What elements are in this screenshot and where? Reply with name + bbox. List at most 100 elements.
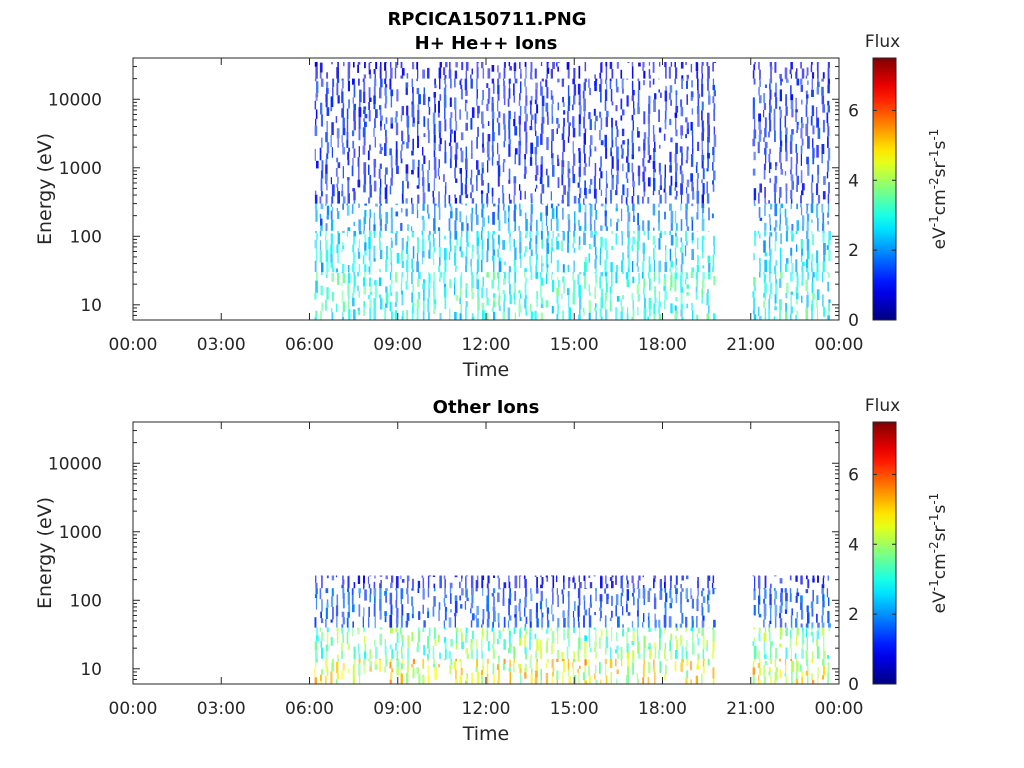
flux-cell-s0-10-b0 [369,308,371,320]
flux-cell-s0-50-b1 [584,635,587,641]
flux-cell-s0-37-b4 [514,71,516,79]
flux-cell-s0-57-b1 [622,629,625,637]
flux-cell-s0-13-b3 [384,103,387,109]
flux-cell-s0-14-b0 [390,272,392,281]
flux-cell-s0-40-b1 [529,238,532,242]
flux-cell-s0-69-b3 [686,94,688,105]
x-tick-label: 12:00 [462,699,511,719]
flux-cell-s0-33-b0 [491,307,494,312]
flux-cell-s1-0-b2 [753,203,756,207]
flux-cell-s0-27-b2 [459,595,461,601]
flux-cell-s0-10-b2 [369,218,371,231]
flux-cell-s0-56-b3 [615,137,617,147]
flux-cell-s0-23-b3 [438,132,441,138]
flux-cell-s0-27-b3 [459,109,461,120]
flux-cell-s0-53-b3 [600,576,603,589]
flux-cell-s0-10-b0 [367,294,371,299]
flux-cell-s0-50-b3 [584,78,587,83]
flux-cell-s0-10-b3 [368,102,370,110]
colorbar-units: eV-1cm-2sr-1s-1 [927,129,950,250]
flux-cell-s0-32-b0 [486,673,489,684]
flux-cell-s0-74-b1 [712,641,715,650]
flux-cell-s0-47-b3 [567,85,570,96]
flux-cell-s0-61-b1 [643,648,645,659]
flux-cell-s0-61-b1 [643,635,646,649]
flux-cell-s0-28-b0 [465,301,468,307]
flux-cell-s0-27-b3 [460,85,463,89]
flux-cell-s0-17-b3 [407,134,410,143]
flux-cell-s0-10-b4 [369,62,372,63]
flux-cell-s0-71-b0 [697,658,700,660]
flux-cell-s0-16-b1 [400,646,403,654]
flux-cell-s0-55-b1 [610,627,613,629]
flux-cell-s0-53-b0 [600,316,603,320]
flux-cell-s0-12-b4 [379,66,382,79]
flux-cell-s0-0-b1 [315,635,319,641]
flux-cell-s0-48-b3 [573,575,575,578]
flux-cell-s0-34-b0 [498,299,501,306]
flux-cell-s1-1-b0 [759,316,762,320]
flux-cell-s1-7-b3 [790,199,793,204]
flux-cell-s0-23-b1 [439,652,441,659]
flux-cell-s0-60-b2 [637,610,639,617]
flux-cell-s1-0-b2 [753,591,756,601]
flux-cell-s0-47-b3 [567,177,571,188]
flux-cell-s0-43-b0 [546,658,550,664]
flux-cell-s0-70-b3 [691,187,694,192]
flux-cell-s0-7-b1 [352,627,354,637]
flux-cell-s0-39-b1 [525,654,527,659]
flux-cell-s0-66-b2 [668,616,672,628]
flux-cell-s0-3-b3 [330,135,332,148]
flux-cell-s0-32-b3 [486,141,490,154]
flux-cell-s0-27-b0 [459,658,462,663]
flux-cell-s0-38-b3 [518,140,522,146]
flux-cell-s0-52-b1 [594,230,597,235]
flux-cell-s0-39-b3 [524,105,527,114]
flux-cell-s0-45-b0 [556,670,559,680]
flux-cell-s0-30-b1 [476,246,479,255]
flux-cell-s0-17-b4 [406,73,409,79]
flux-cell-s0-43-b1 [546,629,549,634]
flux-cell-s0-18-b4 [412,62,415,70]
flux-cell-s0-52-b1 [593,647,596,652]
flux-cell-s0-69-b2 [685,203,688,210]
flux-cell-s1-10-b4 [806,67,809,76]
flux-cell-s0-53-b0 [600,297,603,309]
flux-cell-s0-6-b3 [347,151,350,160]
flux-cell-s0-73-b2 [707,590,711,595]
flux-cell-s1-9-b2 [800,595,803,603]
flux-cell-s0-54-b2 [605,226,608,231]
flux-cell-s0-16-b0 [400,290,404,295]
flux-cell-s0-15-b2 [395,599,398,608]
flux-cell-s0-26-b2 [455,207,458,221]
flux-cell-s0-5-b0 [342,301,345,313]
flux-cell-s0-28-b4 [465,62,469,71]
flux-cell-s1-3-b0 [768,667,771,672]
flux-cell-s0-34-b0 [497,680,500,684]
flux-cell-s0-48-b3 [572,165,574,174]
flux-cell-s0-20-b3 [421,575,424,578]
flux-cell-s0-3-b1 [332,268,335,273]
flux-cell-s0-66-b3 [669,85,673,93]
flux-cell-s0-17-b3 [405,173,409,182]
flux-cell-s0-58-b3 [626,156,629,163]
flux-cell-s0-38-b0 [518,312,521,317]
flux-cell-s0-7-b3 [352,140,355,149]
flux-cell-s0-17-b0 [405,280,408,290]
flux-cell-s0-11-b3 [373,167,376,178]
flux-cell-s1-4-b1 [774,627,777,630]
flux-cell-s0-28-b2 [465,589,468,598]
flux-cell-s0-37-b0 [513,658,516,663]
flux-cell-s0-14-b1 [390,251,393,262]
flux-cell-s0-69-b3 [686,78,689,81]
flux-cell-s1-9-b0 [800,664,802,672]
flux-cell-s1-0-b1 [754,230,757,237]
flux-cell-s1-3-b1 [768,259,772,273]
flux-cell-s0-9-b4 [364,62,366,69]
flux-cell-s0-9-b0 [363,301,366,307]
flux-cell-s0-26-b0 [453,661,457,670]
flux-cell-s0-14-b2 [389,592,393,605]
flux-cell-s0-10-b1 [369,649,372,659]
flux-cell-s1-0-b0 [753,276,756,287]
flux-cell-s1-12-b3 [816,117,819,128]
